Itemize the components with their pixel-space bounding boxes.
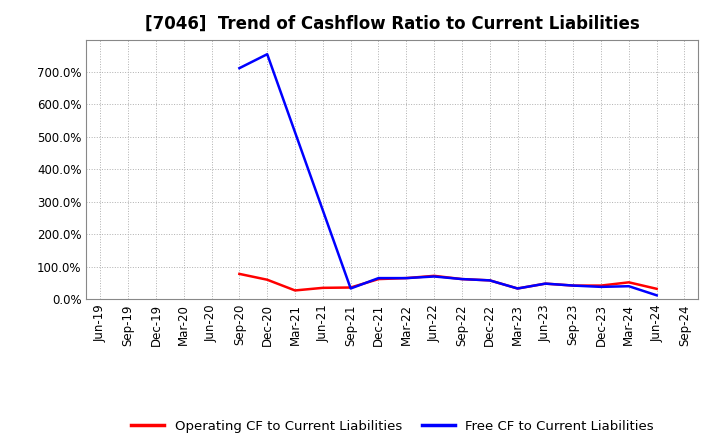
Operating CF to Current Liabilities	[652, 286, 661, 291]
Operating CF to Current Liabilities	[513, 286, 522, 291]
Free CF to Current Liabilities	[458, 276, 467, 282]
Operating CF to Current Liabilities	[597, 283, 606, 288]
Operating CF to Current Liabilities	[569, 283, 577, 288]
Operating CF to Current Liabilities	[263, 277, 271, 282]
Operating CF to Current Liabilities	[318, 285, 327, 290]
Free CF to Current Liabilities	[624, 284, 633, 289]
Free CF to Current Liabilities	[541, 281, 550, 286]
Free CF to Current Liabilities	[652, 293, 661, 298]
Operating CF to Current Liabilities	[374, 276, 383, 282]
Free CF to Current Liabilities	[374, 275, 383, 281]
Operating CF to Current Liabilities	[430, 273, 438, 279]
Operating CF to Current Liabilities	[541, 281, 550, 286]
Operating CF to Current Liabilities	[346, 285, 355, 290]
Free CF to Current Liabilities	[263, 51, 271, 57]
Free CF to Current Liabilities	[513, 286, 522, 291]
Free CF to Current Liabilities	[402, 275, 410, 281]
Operating CF to Current Liabilities	[235, 271, 243, 276]
Line: Operating CF to Current Liabilities: Operating CF to Current Liabilities	[239, 274, 657, 290]
Free CF to Current Liabilities	[346, 286, 355, 291]
Title: [7046]  Trend of Cashflow Ratio to Current Liabilities: [7046] Trend of Cashflow Ratio to Curren…	[145, 15, 640, 33]
Free CF to Current Liabilities	[569, 283, 577, 288]
Operating CF to Current Liabilities	[624, 280, 633, 285]
Operating CF to Current Liabilities	[291, 288, 300, 293]
Free CF to Current Liabilities	[235, 66, 243, 71]
Legend: Operating CF to Current Liabilities, Free CF to Current Liabilities: Operating CF to Current Liabilities, Fre…	[126, 415, 659, 438]
Operating CF to Current Liabilities	[402, 275, 410, 281]
Line: Free CF to Current Liabilities: Free CF to Current Liabilities	[239, 54, 657, 295]
Free CF to Current Liabilities	[485, 278, 494, 283]
Operating CF to Current Liabilities	[458, 276, 467, 282]
Operating CF to Current Liabilities	[485, 278, 494, 283]
Free CF to Current Liabilities	[430, 274, 438, 279]
Free CF to Current Liabilities	[597, 284, 606, 290]
